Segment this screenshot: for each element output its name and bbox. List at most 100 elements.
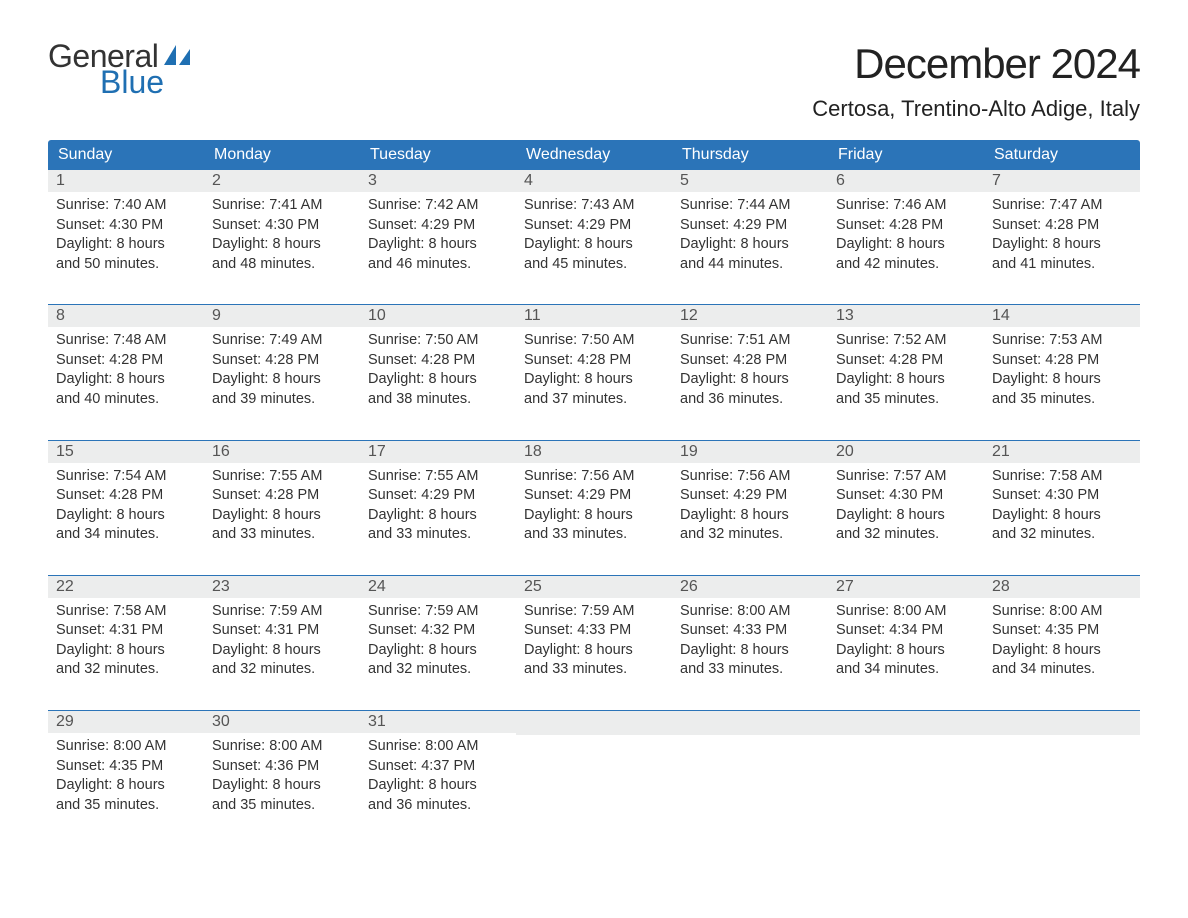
sunset-text: Sunset: 4:28 PM [56,351,196,371]
daylight-text: Daylight: 8 hours [212,235,352,255]
logo-word2: Blue [100,66,198,98]
daylight-text: Daylight: 8 hours [680,370,820,390]
daylight-text: and 35 minutes. [992,390,1132,410]
sunset-text: Sunset: 4:30 PM [56,216,196,236]
daylight-text: and 36 minutes. [368,796,508,816]
day-number: 30 [204,711,360,733]
sunrise-text: Sunrise: 7:53 AM [992,331,1132,351]
day-cell: 26Sunrise: 8:00 AMSunset: 4:33 PMDayligh… [672,576,828,688]
sunrise-text: Sunrise: 7:54 AM [56,467,196,487]
title-block: December 2024 Certosa, Trentino-Alto Adi… [812,40,1140,122]
day-number: 28 [984,576,1140,598]
sunrise-text: Sunrise: 7:52 AM [836,331,976,351]
daylight-text: and 46 minutes. [368,255,508,275]
day-content: Sunrise: 7:47 AMSunset: 4:28 PMDaylight:… [984,192,1140,282]
day-content: Sunrise: 7:56 AMSunset: 4:29 PMDaylight:… [516,463,672,553]
day-cell: 30Sunrise: 8:00 AMSunset: 4:36 PMDayligh… [204,711,360,823]
daylight-text: and 32 minutes. [992,525,1132,545]
daylight-text: and 32 minutes. [212,660,352,680]
sunrise-text: Sunrise: 7:48 AM [56,331,196,351]
sunrise-text: Sunrise: 7:51 AM [680,331,820,351]
day-number: 27 [828,576,984,598]
day-content: Sunrise: 8:00 AMSunset: 4:35 PMDaylight:… [48,733,204,823]
daylight-text: and 34 minutes. [992,660,1132,680]
day-cell: 2Sunrise: 7:41 AMSunset: 4:30 PMDaylight… [204,170,360,282]
sunset-text: Sunset: 4:31 PM [56,621,196,641]
day-cell: 27Sunrise: 8:00 AMSunset: 4:34 PMDayligh… [828,576,984,688]
day-number: 3 [360,170,516,192]
sunset-text: Sunset: 4:29 PM [368,486,508,506]
day-cell: 16Sunrise: 7:55 AMSunset: 4:28 PMDayligh… [204,441,360,553]
day-number: 20 [828,441,984,463]
day-number: 31 [360,711,516,733]
day-cell: 4Sunrise: 7:43 AMSunset: 4:29 PMDaylight… [516,170,672,282]
sunset-text: Sunset: 4:28 PM [368,351,508,371]
week-row: 8Sunrise: 7:48 AMSunset: 4:28 PMDaylight… [48,304,1140,417]
sunrise-text: Sunrise: 7:56 AM [524,467,664,487]
day-header: Tuesday [360,140,516,170]
daylight-text: Daylight: 8 hours [992,506,1132,526]
daylight-text: and 45 minutes. [524,255,664,275]
daylight-text: Daylight: 8 hours [836,506,976,526]
day-number: 10 [360,305,516,327]
day-number: 7 [984,170,1140,192]
daylight-text: and 34 minutes. [56,525,196,545]
day-number: 12 [672,305,828,327]
daylight-text: and 41 minutes. [992,255,1132,275]
day-cell: 13Sunrise: 7:52 AMSunset: 4:28 PMDayligh… [828,305,984,417]
day-header: Wednesday [516,140,672,170]
day-number: 24 [360,576,516,598]
sunrise-text: Sunrise: 8:00 AM [992,602,1132,622]
daylight-text: Daylight: 8 hours [836,235,976,255]
week-row: 22Sunrise: 7:58 AMSunset: 4:31 PMDayligh… [48,575,1140,688]
sunrise-text: Sunrise: 7:40 AM [56,196,196,216]
sunset-text: Sunset: 4:33 PM [524,621,664,641]
day-number: 13 [828,305,984,327]
daylight-text: and 48 minutes. [212,255,352,275]
daylight-text: Daylight: 8 hours [992,370,1132,390]
daylight-text: Daylight: 8 hours [212,370,352,390]
day-cell: 9Sunrise: 7:49 AMSunset: 4:28 PMDaylight… [204,305,360,417]
daylight-text: and 33 minutes. [524,660,664,680]
sunset-text: Sunset: 4:35 PM [992,621,1132,641]
week-row: 29Sunrise: 8:00 AMSunset: 4:35 PMDayligh… [48,710,1140,823]
day-content: Sunrise: 7:41 AMSunset: 4:30 PMDaylight:… [204,192,360,282]
day-cell [984,711,1140,823]
daylight-text: Daylight: 8 hours [212,506,352,526]
sunrise-text: Sunrise: 7:44 AM [680,196,820,216]
sunset-text: Sunset: 4:28 PM [56,486,196,506]
day-cell: 19Sunrise: 7:56 AMSunset: 4:29 PMDayligh… [672,441,828,553]
sunset-text: Sunset: 4:37 PM [368,757,508,777]
daylight-text: Daylight: 8 hours [56,506,196,526]
day-content: Sunrise: 7:55 AMSunset: 4:29 PMDaylight:… [360,463,516,553]
daylight-text: Daylight: 8 hours [56,370,196,390]
sunrise-text: Sunrise: 7:55 AM [368,467,508,487]
day-cell [828,711,984,823]
sunrise-text: Sunrise: 8:00 AM [56,737,196,757]
daylight-text: Daylight: 8 hours [836,370,976,390]
day-content: Sunrise: 7:58 AMSunset: 4:31 PMDaylight:… [48,598,204,688]
day-content: Sunrise: 7:53 AMSunset: 4:28 PMDaylight:… [984,327,1140,417]
day-content: Sunrise: 8:00 AMSunset: 4:35 PMDaylight:… [984,598,1140,688]
day-cell: 15Sunrise: 7:54 AMSunset: 4:28 PMDayligh… [48,441,204,553]
sunrise-text: Sunrise: 7:59 AM [212,602,352,622]
day-content: Sunrise: 7:49 AMSunset: 4:28 PMDaylight:… [204,327,360,417]
daylight-text: and 33 minutes. [368,525,508,545]
sunrise-text: Sunrise: 7:58 AM [56,602,196,622]
day-cell: 22Sunrise: 7:58 AMSunset: 4:31 PMDayligh… [48,576,204,688]
logo: General Blue [48,40,198,98]
daylight-text: and 40 minutes. [56,390,196,410]
day-content: Sunrise: 7:51 AMSunset: 4:28 PMDaylight:… [672,327,828,417]
day-header: Monday [204,140,360,170]
day-content: Sunrise: 8:00 AMSunset: 4:37 PMDaylight:… [360,733,516,823]
day-header: Thursday [672,140,828,170]
sunset-text: Sunset: 4:30 PM [836,486,976,506]
daylight-text: and 35 minutes. [56,796,196,816]
calendar: SundayMondayTuesdayWednesdayThursdayFrid… [48,140,1140,823]
daylight-text: and 35 minutes. [836,390,976,410]
sunset-text: Sunset: 4:29 PM [680,216,820,236]
daylight-text: Daylight: 8 hours [368,641,508,661]
sunset-text: Sunset: 4:30 PM [992,486,1132,506]
daylight-text: Daylight: 8 hours [524,235,664,255]
sunset-text: Sunset: 4:28 PM [212,351,352,371]
